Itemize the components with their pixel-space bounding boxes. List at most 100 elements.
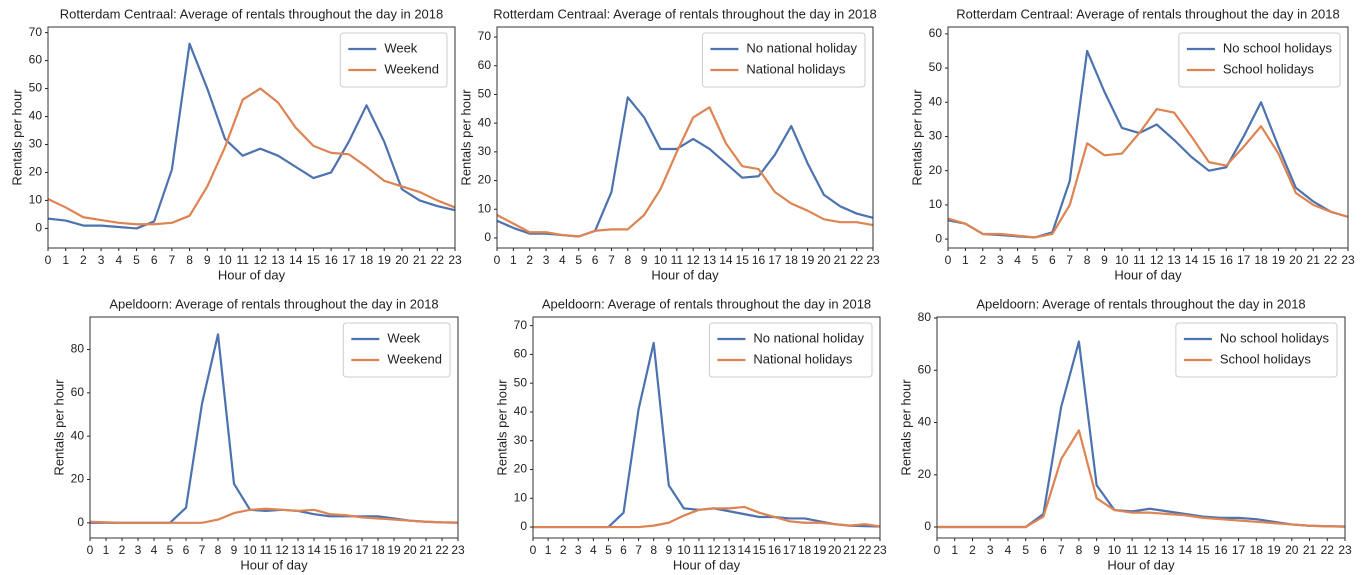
x-tick-label: 15 [307, 253, 321, 267]
y-tick-label: 30 [514, 433, 528, 447]
x-tick-label: 20 [395, 253, 409, 267]
x-tick-label: 16 [768, 543, 782, 557]
y-tick-label: 20 [478, 173, 492, 187]
legend-frame [342, 322, 451, 378]
y-tick-label: 50 [929, 60, 943, 74]
y-tick-label: 80 [918, 310, 932, 324]
x-tick-label: 21 [1303, 543, 1317, 557]
x-tick-label: 23 [1338, 543, 1352, 557]
x-tick-label: 10 [243, 543, 257, 557]
x-tick-label: 12 [686, 253, 700, 267]
legend-frame [1178, 32, 1341, 88]
y-tick-label: 60 [918, 362, 932, 376]
x-tick-label: 10 [1108, 543, 1122, 557]
x-tick-label: 0 [45, 253, 52, 267]
y-tick-label: 70 [29, 25, 43, 39]
y-tick-label: 0 [520, 519, 527, 533]
x-tick-label: 2 [969, 543, 976, 557]
x-tick-label: 2 [80, 253, 87, 267]
plot-frame [947, 26, 1349, 249]
x-tick-label: 17 [783, 543, 797, 557]
x-tick-label: 22 [431, 253, 445, 267]
y-tick-label: 20 [29, 165, 43, 179]
x-tick-label: 18 [1250, 543, 1264, 557]
x-tick-label: 18 [371, 543, 385, 557]
x-tick-label: 11 [693, 543, 706, 557]
y-tick-label: 20 [71, 472, 85, 486]
x-axis-label: Hour of day [1107, 557, 1175, 572]
x-tick-label: 23 [873, 543, 887, 557]
y-tick-label: 0 [35, 221, 42, 235]
x-tick-label: 19 [378, 253, 392, 267]
y-axis-label: Rentals per hour [458, 89, 473, 186]
plot-frame [47, 26, 456, 249]
x-tick-label: 7 [169, 253, 176, 267]
x-tick-label: 16 [1214, 543, 1228, 557]
y-tick-label: 80 [71, 342, 85, 356]
x-axis-label: Hour of day [1114, 267, 1182, 282]
x-tick-label: 23 [448, 253, 462, 267]
x-tick-label: 15 [323, 543, 337, 557]
x-tick-label: 21 [1307, 253, 1321, 267]
x-tick-label: 17 [342, 253, 356, 267]
x-tick-label: 21 [413, 253, 427, 267]
subplot: Rotterdam Centraal: Average of rentals t… [458, 6, 880, 282]
x-tick-label: 3 [543, 253, 550, 267]
x-tick-label: 17 [355, 543, 369, 557]
y-tick-label: 60 [29, 53, 43, 67]
x-tick-label: 10 [1115, 253, 1129, 267]
subplot-title: Rotterdam Centraal: Average of rentals t… [956, 6, 1340, 21]
y-tick-label: 0 [924, 519, 931, 533]
plot-frame [89, 316, 459, 539]
y-tick-label: 0 [935, 231, 942, 245]
x-tick-label: 13 [1161, 543, 1175, 557]
x-tick-label: 6 [592, 253, 599, 267]
x-tick-label: 14 [738, 543, 752, 557]
x-tick-label: 7 [199, 543, 206, 557]
x-tick-label: 13 [703, 253, 717, 267]
y-tick-label: 20 [929, 163, 943, 177]
x-tick-label: 22 [435, 543, 449, 557]
x-tick-label: 0 [934, 543, 941, 557]
x-tick-label: 14 [719, 253, 733, 267]
x-tick-label: 8 [1084, 253, 1091, 267]
y-axis-label: Rentals per hour [9, 89, 24, 186]
x-tick-label: 22 [1321, 543, 1335, 557]
y-tick-label: 20 [918, 467, 932, 481]
x-tick-label: 3 [987, 543, 994, 557]
x-tick-label: 9 [231, 543, 238, 557]
y-tick-label: 50 [514, 375, 528, 389]
x-tick-label: 6 [620, 543, 627, 557]
plot-frame [496, 26, 874, 249]
legend-frame [701, 32, 866, 88]
series-line [937, 429, 1346, 529]
x-tick-label: 3 [135, 543, 142, 557]
x-tick-label: 9 [665, 543, 672, 557]
legend-frame [1175, 322, 1338, 378]
x-tick-label: 16 [339, 543, 353, 557]
x-tick-label: 10 [677, 543, 691, 557]
subplot-title: Apeldoorn: Average of rentals throughout… [542, 296, 871, 311]
x-tick-label: 13 [722, 543, 736, 557]
x-tick-label: 20 [403, 543, 417, 557]
x-tick-label: 6 [1040, 543, 1047, 557]
y-tick-label: 30 [29, 137, 43, 151]
x-tick-label: 19 [813, 543, 827, 557]
x-tick-label: 2 [119, 543, 126, 557]
x-tick-label: 7 [1066, 253, 1073, 267]
x-tick-label: 10 [218, 253, 232, 267]
x-tick-label: 21 [419, 543, 433, 557]
legend: No national holiday National holidays [701, 32, 866, 88]
x-tick-label: 20 [1289, 253, 1303, 267]
x-tick-label: 18 [785, 253, 799, 267]
legend: No school holidays School holidays [1178, 32, 1341, 88]
legend-label: National holidays [746, 61, 846, 76]
y-tick-label: 10 [514, 490, 528, 504]
x-tick-label: 17 [1237, 253, 1251, 267]
x-tick-label: 0 [87, 543, 94, 557]
legend-frame [339, 32, 448, 88]
x-tick-label: 8 [650, 543, 657, 557]
series-line [533, 505, 881, 529]
x-tick-label: 3 [997, 253, 1004, 267]
